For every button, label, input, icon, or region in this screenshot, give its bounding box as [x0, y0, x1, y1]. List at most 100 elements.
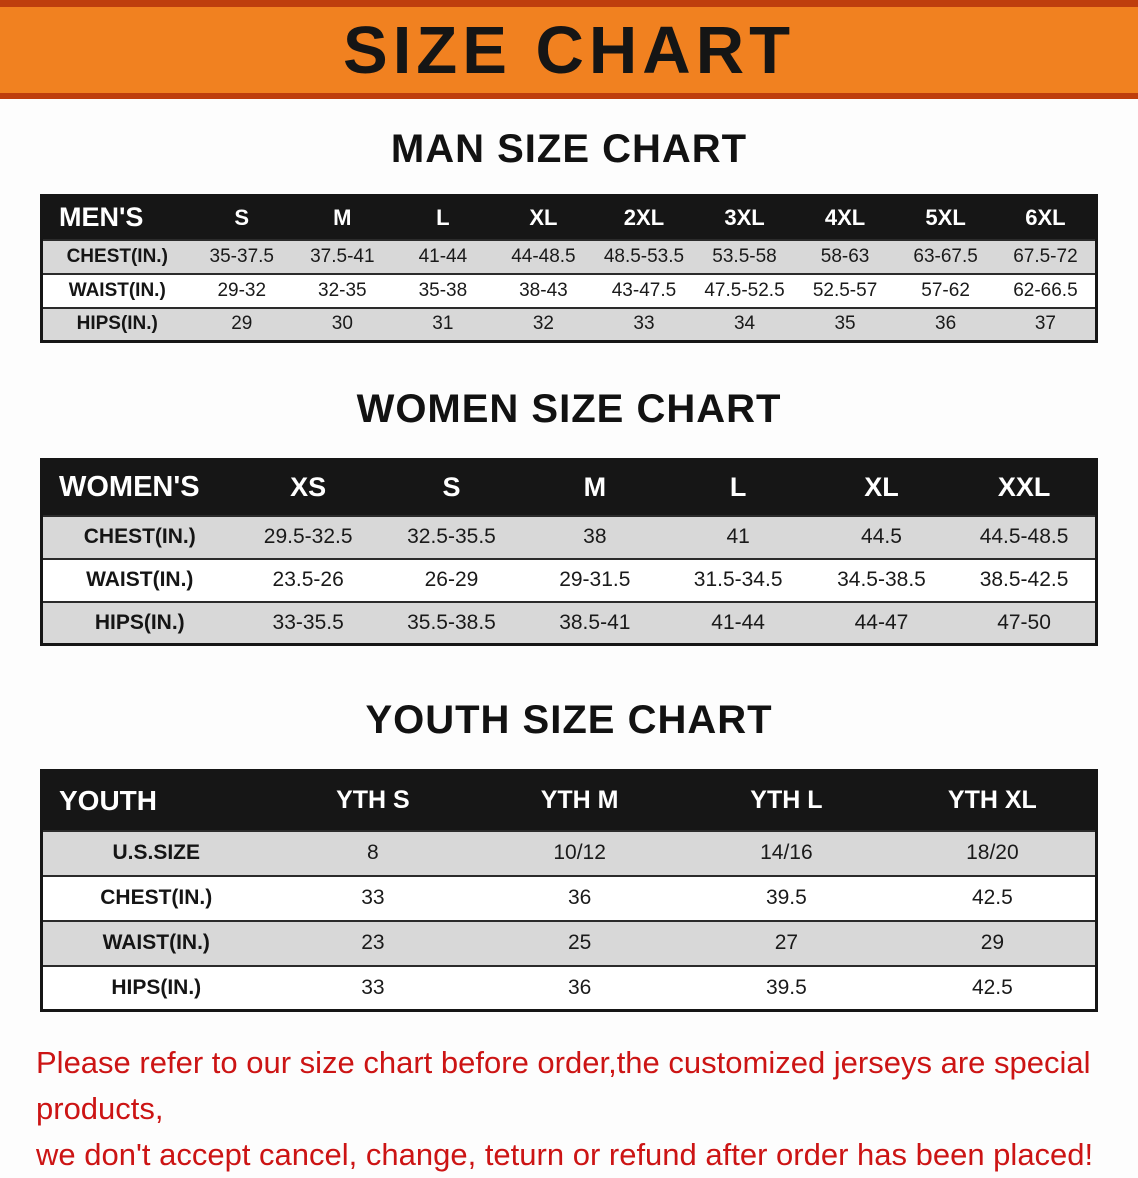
header-cell: 5XL [895, 195, 996, 241]
size-cell: 31 [392, 307, 494, 343]
size-cell: 33 [269, 875, 477, 922]
header-cell: YTH L [683, 770, 890, 832]
size-cell: 29.5-32.5 [236, 515, 380, 560]
size-cell: 53.5-58 [694, 239, 795, 275]
size-cell: 39.5 [683, 965, 890, 1012]
size-chart-banner: SIZE CHART [0, 0, 1138, 99]
youth-header-row: YOUTH YTH S YTH M YTH L YTH XL [41, 770, 1097, 832]
size-cell: 32.5-35.5 [379, 515, 524, 560]
size-cell: 37 [995, 307, 1097, 343]
size-cell: 25 [476, 920, 683, 967]
header-cell: 3XL [694, 195, 795, 241]
size-cell: 33 [269, 965, 477, 1012]
header-cell: XL [493, 195, 594, 241]
women-chest-row: CHEST(IN.) 29.5-32.5 32.5-35.5 38 41 44.… [41, 515, 1097, 560]
size-cell: 44.5 [809, 515, 954, 560]
men-section-heading: MAN SIZE CHART [390, 127, 748, 171]
size-cell: 41-44 [666, 601, 810, 646]
header-cell: M [292, 195, 393, 241]
size-cell: 44-48.5 [493, 239, 594, 275]
size-cell: 29-32 [191, 273, 293, 309]
youth-hips-row: HIPS(IN.) 33 36 39.5 42.5 [41, 965, 1097, 1012]
women-section-heading: WOMEN SIZE CHART [356, 387, 782, 431]
row-label: HIPS(IN.) [41, 965, 270, 1012]
youth-ussize-row: U.S.SIZE 8 10/12 14/16 18/20 [41, 830, 1097, 877]
size-cell: 43-47.5 [593, 273, 695, 309]
size-cell: 8 [269, 830, 477, 877]
size-cell: 18/20 [889, 830, 1097, 877]
header-cell: XXL [953, 459, 1097, 517]
size-cell: 41-44 [392, 239, 494, 275]
size-cell: 38.5-41 [523, 601, 667, 646]
row-label: CHEST(IN.) [41, 515, 237, 560]
header-cell: S [379, 459, 524, 517]
youth-chest-row: CHEST(IN.) 33 36 39.5 42.5 [41, 875, 1097, 922]
men-hips-row: HIPS(IN.) 29 30 31 32 33 34 35 36 37 [41, 307, 1097, 343]
row-label: WAIST(IN.) [41, 558, 237, 603]
row-label: CHEST(IN.) [41, 875, 270, 922]
size-cell: 33-35.5 [236, 601, 380, 646]
header-cell: 4XL [794, 195, 896, 241]
size-cell: 35-38 [392, 273, 494, 309]
size-cell: 23.5-26 [236, 558, 380, 603]
header-cell: YOUTH [41, 770, 270, 832]
row-label: WAIST(IN.) [41, 273, 192, 309]
size-cell: 27 [683, 920, 890, 967]
size-cell: 33 [593, 307, 695, 343]
youth-waist-row: WAIST(IN.) 23 25 27 29 [41, 920, 1097, 967]
women-hips-row: HIPS(IN.) 33-35.5 35.5-38.5 38.5-41 41-4… [41, 601, 1097, 646]
size-cell: 47-50 [953, 601, 1097, 646]
size-cell: 35.5-38.5 [379, 601, 524, 646]
header-cell: YTH S [269, 770, 477, 832]
size-cell: 52.5-57 [794, 273, 896, 309]
header-cell: XL [809, 459, 954, 517]
size-cell: 44-47 [809, 601, 954, 646]
size-cell: 31.5-34.5 [666, 558, 810, 603]
page-title: SIZE CHART [343, 12, 795, 88]
size-cell: 62-66.5 [995, 273, 1097, 309]
size-cell: 32 [493, 307, 594, 343]
women-header-row: WOMEN'S XS S M L XL XXL [41, 459, 1097, 517]
size-cell: 29 [191, 307, 293, 343]
row-label: HIPS(IN.) [41, 307, 192, 343]
size-cell: 36 [895, 307, 996, 343]
men-section: MAN SIZE CHART MEN'S S M L XL 2XL 3XL 4X… [0, 127, 1138, 343]
women-section: WOMEN SIZE CHART WOMEN'S XS S M L XL XXL… [0, 387, 1138, 646]
size-cell: 48.5-53.5 [593, 239, 695, 275]
size-cell: 29-31.5 [523, 558, 667, 603]
youth-section-heading: YOUTH SIZE CHART [365, 698, 773, 742]
size-cell: 29 [889, 920, 1097, 967]
size-cell: 10/12 [476, 830, 683, 877]
header-cell: MEN'S [41, 195, 192, 241]
size-cell: 42.5 [889, 965, 1097, 1012]
header-cell: YTH M [476, 770, 683, 832]
header-cell: YTH XL [889, 770, 1097, 832]
size-cell: 35 [794, 307, 896, 343]
disclaimer-line-2: we don't accept cancel, change, teturn o… [36, 1136, 1094, 1172]
header-cell: 6XL [995, 195, 1097, 241]
size-cell: 36 [476, 875, 683, 922]
size-cell: 14/16 [683, 830, 890, 877]
header-cell: S [191, 195, 293, 241]
youth-section: YOUTH SIZE CHART YOUTH YTH S YTH M YTH L… [0, 698, 1138, 1012]
size-cell: 44.5-48.5 [953, 515, 1097, 560]
size-cell: 63-67.5 [895, 239, 996, 275]
row-label: WAIST(IN.) [41, 920, 270, 967]
header-cell: XS [236, 459, 380, 517]
header-cell: WOMEN'S [41, 459, 237, 517]
size-cell: 26-29 [379, 558, 524, 603]
disclaimer-note: Please refer to our size chart before or… [36, 1040, 1118, 1178]
size-cell: 38.5-42.5 [953, 558, 1097, 603]
header-cell: L [392, 195, 494, 241]
size-cell: 67.5-72 [995, 239, 1097, 275]
size-cell: 32-35 [292, 273, 393, 309]
size-cell: 41 [666, 515, 810, 560]
size-cell: 47.5-52.5 [694, 273, 795, 309]
row-label: U.S.SIZE [41, 830, 270, 877]
size-cell: 58-63 [794, 239, 896, 275]
size-cell: 35-37.5 [191, 239, 293, 275]
size-cell: 42.5 [889, 875, 1097, 922]
men-waist-row: WAIST(IN.) 29-32 32-35 35-38 38-43 43-47… [41, 273, 1097, 309]
size-cell: 34.5-38.5 [809, 558, 954, 603]
size-cell: 37.5-41 [292, 239, 393, 275]
